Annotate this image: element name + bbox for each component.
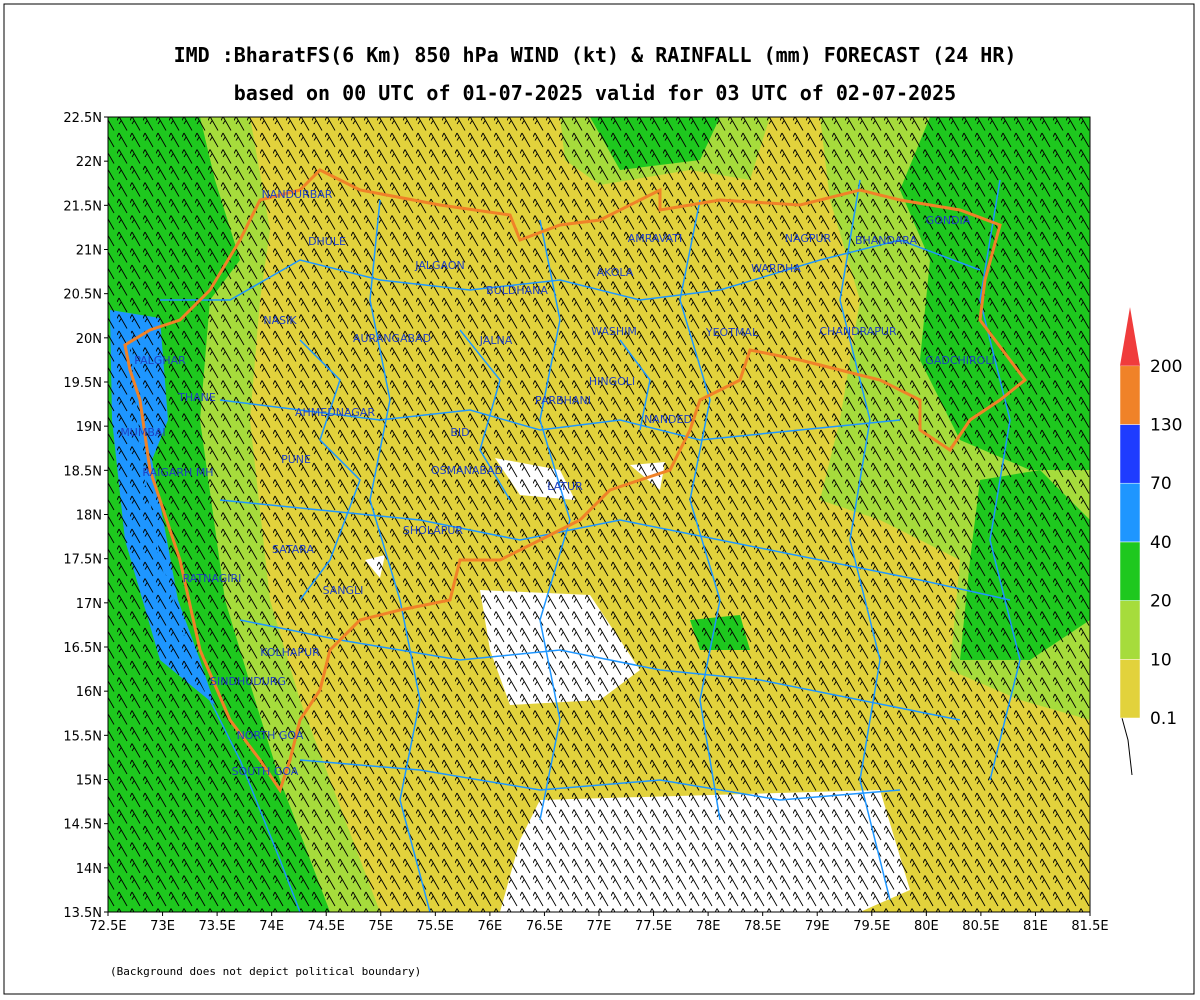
footnote: (Background does not depict political bo… [110,965,421,978]
place-label: SANGLI [323,584,364,597]
colorbar-swatch [1120,307,1140,366]
lon-label: 81.5E [1071,919,1108,934]
lat-label: 16.5N [63,641,102,656]
colorbar-swatch [1119,659,1141,719]
state-boundary [123,168,1028,794]
place-label: JALGAON [414,259,464,272]
lat-label: 19.5N [63,376,102,391]
lat-label: 18N [76,509,102,524]
place-label: NASIK [263,314,297,327]
colorbar-swatch [1119,424,1141,484]
place-label: KOLHAPUR [260,646,320,659]
place-label: GADCHIROLI [925,354,994,367]
lon-label: 73E [150,919,175,934]
place-label: DHULE [308,235,346,248]
place-label: YEOTMAL [705,326,759,339]
lat-label: 20.5N [63,288,102,303]
lat-label: 14N [76,862,102,877]
lon-label: 74.5E [308,919,345,934]
place-label: AMRAVATI [628,232,683,245]
place-label: BULDHANA [486,284,548,297]
lon-label: 76E [478,919,503,934]
colorbar-label: 130 [1150,416,1182,436]
colorbar-swatch [1119,541,1141,601]
lon-label: 79E [805,919,830,934]
lat-label: 15.5N [63,729,102,744]
lat-label: 22.5N [63,111,102,126]
place-label: SOUTH GOA [232,765,299,778]
lat-label: 16N [76,685,102,700]
colorbar-swatch [1119,482,1141,543]
place-label: MUMBAI [120,426,165,439]
place-label: LATUR [547,480,583,493]
district-lines [129,179,1021,912]
lon-label: 73.5E [199,919,236,934]
lat-label: 14.5N [63,818,102,833]
place-label: WARDHA [751,262,801,275]
place-label: GONDIA [926,214,971,227]
lon-label: 77.5E [635,919,672,934]
place-label: NORTH GOA [237,729,304,742]
colorbar-label: 200 [1150,357,1182,377]
lat-label: 13.5N [63,906,102,921]
place-label: SHOLAPUR [403,524,464,537]
wind-barbs [108,117,1090,912]
place-label: OSMANABAD [431,464,503,477]
lat-label: 19N [76,420,102,435]
lat-label: 15N [76,774,102,789]
lon-label: 75E [368,919,393,934]
subtitle: based on 00 UTC of 01-07-2025 valid for … [234,81,956,105]
place-label: CHANDRAPUR [819,325,897,338]
lon-label: 77E [587,919,612,934]
lat-label: 22N [76,155,102,170]
place-label: JALNA [479,334,513,347]
place-label: SINDHUDURG [210,675,286,688]
place-label: PARBHANI [535,394,591,407]
place-label: AHMEDNAGAR [295,406,375,419]
lon-label: 76.5E [526,919,563,934]
lon-label: 79.5E [853,919,890,934]
place-label: WASHIM [591,325,637,338]
place-label: PUNE [281,453,311,466]
place-label: RAIGARH MH [142,466,213,479]
place-label: AKOLA [597,266,634,279]
place-label: NANDED [644,413,692,426]
place-label: NANDURBAR [262,188,333,201]
frame [3,3,1195,995]
lon-label: 78.5E [744,919,781,934]
place-label: AURANGABAD [353,332,431,345]
place-label: SATARA [272,543,314,556]
lon-label: 81E [1023,919,1048,934]
colorbar-swatch [1119,365,1141,425]
lon-label: 80.5E [962,919,999,934]
colorbar-label: 70 [1150,474,1172,494]
lon-label: 74E [259,919,284,934]
lon-label: 78E [696,919,721,934]
lon-label: 75.5E [417,919,454,934]
colorbar-label: 20 [1150,592,1172,612]
lat-label: 17N [76,597,102,612]
place-label: PALGHAR [134,354,186,367]
colorbar-tail [1121,717,1133,776]
place-label: THANE [177,391,216,404]
colorbar-label: 40 [1150,533,1172,553]
place-label: BID [450,426,469,439]
lon-label: 72.5E [89,919,126,934]
plot-area [108,117,1090,912]
lat-label: 21N [76,244,102,259]
place-label: BHANDARA [855,234,918,247]
title: IMD :BharatFS(6 Km) 850 hPa WIND (kt) & … [174,43,1017,67]
lat-label: 21.5N [63,199,102,214]
lat-label: 17.5N [63,553,102,568]
colorbar-swatch [1119,600,1141,660]
place-label: NAGPUR [785,232,832,245]
lat-label: 20N [76,332,102,347]
place-label: RATNAGIRI [183,572,242,585]
colorbar-label: 10 [1150,650,1172,670]
lat-label: 18.5N [63,464,102,479]
lon-label: 80E [914,919,939,934]
place-label: HINGOLI [589,375,635,388]
colorbar-label: 0.1 [1150,709,1177,729]
